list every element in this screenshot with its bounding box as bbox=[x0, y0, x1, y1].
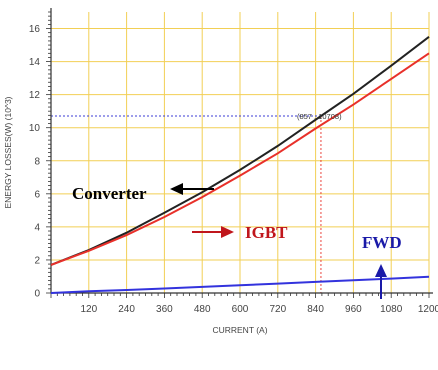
arrow-converter-head bbox=[170, 183, 183, 195]
ticks: 120 240 360 480 600 720 840 960 1080 1200 0 2 4 6 8 10 1… bbox=[29, 11, 438, 315]
x-tick-label: 1080 bbox=[380, 304, 403, 315]
x-axis-title: CURRENT (A) bbox=[212, 325, 267, 335]
series-line-fwd bbox=[50, 275, 430, 294]
grid-lines bbox=[51, 12, 430, 293]
arrow-igbt-head bbox=[221, 226, 234, 238]
x-tick-label: 120 bbox=[80, 304, 97, 315]
y-tick-label: 4 bbox=[34, 222, 40, 233]
y-tick-label: 14 bbox=[29, 57, 41, 68]
annotation-igbt: IGBT bbox=[245, 223, 288, 242]
y-tick-label: 8 bbox=[34, 156, 40, 167]
y-tick-label: 16 bbox=[29, 24, 41, 35]
x-tick-label: 480 bbox=[194, 304, 211, 315]
arrow-fwd-head bbox=[375, 264, 387, 277]
x-tick-label: 840 bbox=[307, 304, 324, 315]
y-tick-label: 2 bbox=[34, 255, 40, 266]
annotation-converter: Converter bbox=[72, 184, 147, 203]
y-tick-label: 0 bbox=[34, 289, 40, 300]
axes bbox=[50, 8, 433, 294]
x-tick-label: 1200 bbox=[418, 304, 438, 315]
series-line-converter bbox=[50, 36, 430, 266]
y-tick-label: 10 bbox=[29, 123, 41, 134]
annotation-fwd: FWD bbox=[362, 233, 402, 252]
series-lines bbox=[50, 36, 430, 294]
x-tick-label: 360 bbox=[156, 304, 173, 315]
reference-lines bbox=[51, 115, 322, 293]
x-tick-label: 960 bbox=[345, 304, 362, 315]
x-tick-label: 600 bbox=[232, 304, 249, 315]
marked-point-label: (857 , 10708) bbox=[297, 112, 342, 121]
x-tick-label: 240 bbox=[118, 304, 135, 315]
annotations: Converter IGBT FWD bbox=[72, 183, 402, 299]
x-tick-label: 720 bbox=[269, 304, 286, 315]
y-axis-title: ENERGY LOSSES(W) (10^3) bbox=[3, 96, 13, 208]
series-line-igbt bbox=[50, 52, 430, 266]
y-tick-label: 12 bbox=[29, 90, 41, 101]
y-tick-label: 6 bbox=[34, 189, 40, 200]
